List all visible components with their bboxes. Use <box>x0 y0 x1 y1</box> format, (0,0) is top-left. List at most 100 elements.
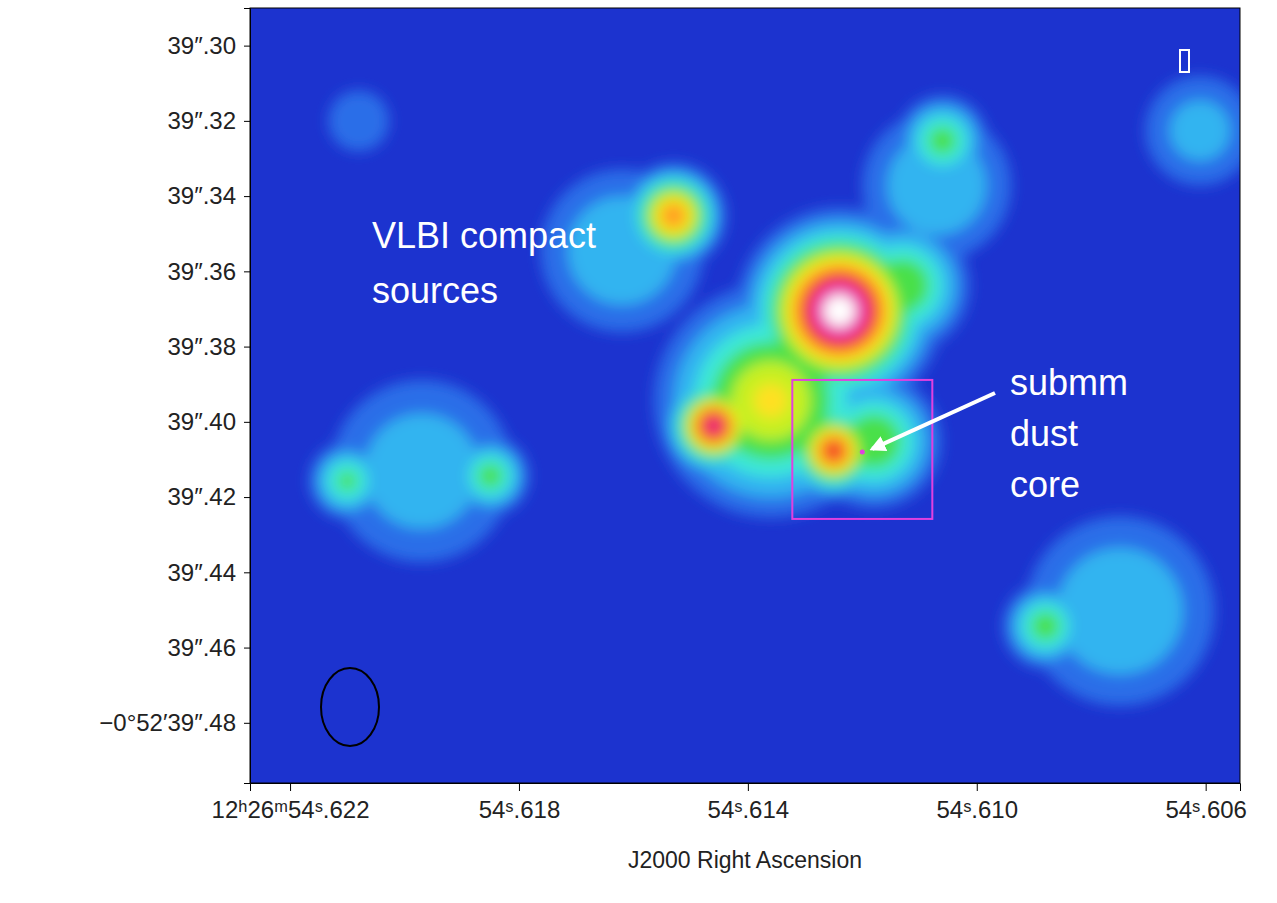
y-tick-label: −0°52′39″.48 <box>99 709 236 736</box>
y-tick: −0°52′39″.48 <box>99 709 250 736</box>
x-tick-label: 54ˢ.606 <box>1165 796 1247 823</box>
x-tick-mark <box>1206 783 1207 791</box>
x-tick-mark <box>519 783 520 791</box>
y-tick-label: 39″.46 <box>167 634 236 661</box>
figure: VLBI compact sources submm dust core 12ʰ26ᵐ54… <box>0 0 1277 903</box>
y-tick: 39″.36 <box>167 258 250 285</box>
source-level <box>794 265 885 356</box>
y-tick-mark <box>244 196 250 197</box>
source-level <box>818 435 850 467</box>
source-level <box>637 179 711 253</box>
source-level <box>781 252 899 370</box>
y-tick-mark <box>244 648 250 649</box>
source-level <box>754 384 788 418</box>
y-tick-label: 39″.38 <box>167 333 236 360</box>
x-tick-label: 54ˢ.610 <box>936 796 1018 823</box>
source-level <box>731 361 810 440</box>
beam <box>321 668 379 746</box>
x-tick-label: 54ˢ.618 <box>479 796 561 823</box>
intensity-map <box>309 76 1240 706</box>
y-tick-label: 39″.30 <box>167 32 236 59</box>
x-tick: 12ʰ26ᵐ54ˢ.622 <box>212 783 370 823</box>
y-tick: 39″.40 <box>167 408 250 435</box>
source-level <box>1057 548 1183 674</box>
source-level <box>643 185 703 245</box>
annotation-text: submm <box>1010 362 1128 403</box>
core-box <box>792 380 932 519</box>
x-axis-title: J2000 Right Ascension <box>628 847 862 873</box>
y-tick: 39″.34 <box>167 182 250 209</box>
source-level <box>662 204 685 227</box>
source-level <box>787 259 891 363</box>
x-tick-label: 12ʰ26ᵐ54ˢ.622 <box>212 796 370 823</box>
source-level <box>469 454 512 497</box>
source-level <box>824 441 843 460</box>
y-tick: 39″.42 <box>167 483 250 510</box>
bar-marker <box>1180 50 1189 72</box>
y-tick-mark <box>244 422 250 423</box>
background <box>250 8 1240 783</box>
source-level <box>917 116 967 166</box>
annotation-text: VLBI compact <box>372 215 596 256</box>
y-axis: 39″.30 39″.32 39″.34 39″.36 39″.38 39″.40 39″.… <box>99 9 250 784</box>
source-level <box>364 414 479 529</box>
source-level <box>338 472 356 490</box>
source-level <box>690 403 737 450</box>
x-axis-line <box>251 784 1241 792</box>
source-level <box>1145 76 1240 185</box>
x-axis: 12ʰ26ᵐ54ˢ.622 54ˢ.618 54ˢ.614 54ˢ.610 54ˢ.60… <box>212 783 1247 823</box>
x-tick: 54ˢ.618 <box>479 783 561 823</box>
x-tick: 54ˢ.610 <box>936 783 1018 823</box>
y-tick-label: 39″.40 <box>167 408 236 435</box>
x-tick-mark <box>977 783 978 791</box>
annotation-text: sources <box>372 270 498 311</box>
y-tick: 39″.46 <box>167 634 250 661</box>
y-axis-line <box>244 9 251 784</box>
y-tick-label: 39″.32 <box>167 107 236 134</box>
y-tick-mark <box>244 572 250 573</box>
source-level <box>479 464 502 487</box>
source-level <box>813 430 855 472</box>
source-level <box>328 90 389 151</box>
plot-frame <box>250 8 1240 783</box>
source-level <box>811 282 868 339</box>
annotation-text: core <box>1010 464 1080 505</box>
source-level <box>327 460 368 501</box>
source-level <box>655 197 692 234</box>
source-level <box>929 127 956 154</box>
y-tick: 39″.38 <box>167 333 250 360</box>
y-tick-label: 39″.34 <box>167 182 236 209</box>
x-tick-mark <box>290 783 291 791</box>
y-tick-mark <box>244 497 250 498</box>
y-tick-mark <box>244 271 250 272</box>
x-tick: 54ˢ.606 <box>1165 783 1247 823</box>
x-tick-label: 54ˢ.614 <box>708 796 790 823</box>
y-tick-mark <box>244 121 250 122</box>
source-level <box>1021 602 1069 650</box>
annotation-text: dust <box>1010 413 1078 454</box>
y-tick: 39″.30 <box>167 32 250 59</box>
dust-core <box>860 449 865 454</box>
plot-area <box>250 8 1240 783</box>
arrow <box>872 393 995 449</box>
source-level <box>699 412 727 440</box>
y-tick: 39″.32 <box>167 107 250 134</box>
source-level <box>1170 100 1230 160</box>
y-tick-label: 39″.44 <box>167 559 236 586</box>
source-level <box>708 420 719 431</box>
y-tick-mark <box>244 46 250 47</box>
y-tick-label: 39″.36 <box>167 258 236 285</box>
x-tick: 54ˢ.614 <box>708 783 790 823</box>
source-level <box>1032 612 1059 639</box>
y-tick: 39″.44 <box>167 559 250 586</box>
y-tick-mark <box>244 347 250 348</box>
source-level <box>650 192 698 240</box>
y-tick-mark <box>244 723 250 724</box>
y-tick-label: 39″.42 <box>167 483 236 510</box>
x-tick-mark <box>748 783 749 791</box>
source-level <box>823 295 855 327</box>
source-level <box>809 426 859 476</box>
source-level <box>801 273 877 349</box>
source-level <box>694 407 733 446</box>
annotations: VLBI compact sources submm dust core <box>372 215 1128 505</box>
